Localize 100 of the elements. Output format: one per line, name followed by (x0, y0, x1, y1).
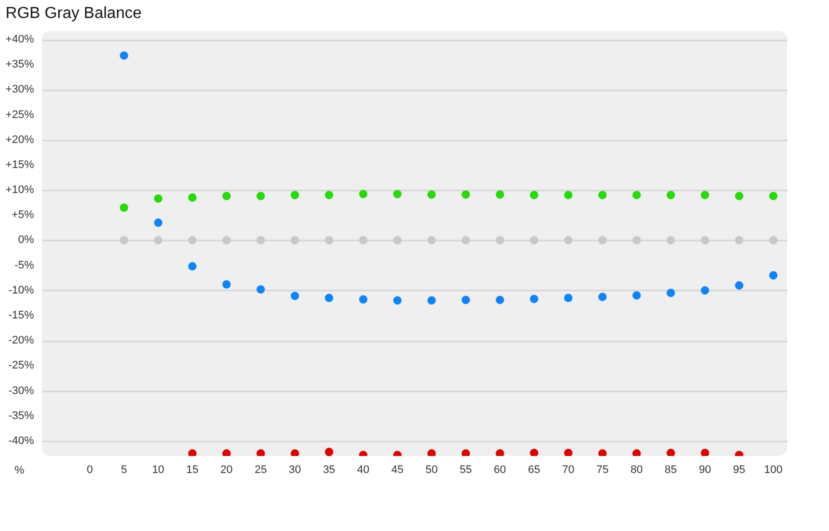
point (734, 281, 744, 290)
x-tick-label: 80 (630, 464, 643, 476)
x-tick-label: 35 (322, 464, 336, 476)
point (427, 190, 436, 199)
point (462, 236, 470, 244)
y-tick-label: -5% (14, 259, 34, 272)
x-tick-label: 90 (698, 464, 712, 476)
y-tick-label: -10% (8, 284, 34, 296)
point (427, 449, 436, 456)
point (564, 448, 572, 456)
x-tick-label: 70 (562, 464, 574, 476)
y-tick-label: +20% (6, 134, 34, 146)
point (564, 190, 572, 200)
x-tick-label: 85 (664, 464, 677, 476)
y-tick-label: +15% (6, 158, 34, 171)
point (530, 448, 538, 456)
x-tick-label: 50 (425, 464, 438, 476)
point (222, 280, 231, 289)
point (734, 192, 744, 200)
point (393, 190, 402, 198)
point (120, 203, 128, 212)
point (120, 236, 128, 244)
point (324, 236, 334, 244)
x-tick-label: 45 (391, 464, 404, 476)
point (324, 190, 334, 200)
point (290, 236, 300, 244)
point (427, 236, 436, 244)
point (256, 449, 265, 456)
x-tick-label: 75 (596, 464, 609, 476)
x-tick-label: 25 (254, 464, 267, 476)
x-axis-title: % (14, 464, 24, 476)
point (598, 292, 607, 302)
point (188, 262, 197, 271)
x-tick-label: 55 (460, 464, 472, 476)
point (632, 291, 641, 300)
y-tick-label: +40% (6, 34, 34, 46)
y-tick-label: -40% (8, 434, 34, 447)
point (154, 218, 162, 227)
x-tick-label: 20 (220, 464, 233, 476)
point (496, 449, 504, 456)
point (496, 296, 504, 304)
point (564, 236, 572, 244)
point (462, 296, 470, 304)
y-tick-label: -20% (8, 334, 34, 347)
y-tick-label: -30% (8, 384, 34, 397)
point (290, 190, 300, 200)
point (359, 295, 368, 304)
point (120, 51, 128, 60)
point (632, 236, 641, 244)
point (222, 192, 231, 200)
point (222, 236, 231, 244)
y-tick-label: +35% (6, 58, 34, 71)
point (666, 288, 675, 298)
point (359, 190, 368, 198)
point (496, 190, 504, 199)
point (256, 285, 265, 294)
y-tick-label: -35% (8, 410, 34, 422)
x-tick-label: 10 (152, 464, 164, 476)
point (598, 449, 607, 456)
point (359, 236, 368, 244)
point (154, 194, 162, 203)
chart-title: RGB Gray Balance (6, 5, 142, 22)
x-tick-label: 5 (120, 464, 128, 476)
y-tick-label: +30% (6, 84, 34, 96)
point (188, 193, 197, 202)
point (462, 190, 470, 199)
point (666, 448, 675, 456)
point (324, 448, 334, 456)
point (700, 236, 710, 244)
x-tick-label: 100 (764, 464, 783, 476)
y-tick-label: +25% (6, 108, 34, 121)
x-tick-label: 0 (86, 464, 93, 476)
point (427, 296, 436, 305)
point (256, 192, 265, 200)
point (632, 190, 641, 200)
point (393, 236, 402, 244)
point (632, 449, 641, 456)
point (290, 292, 300, 300)
point (324, 294, 334, 302)
x-tick-label: 65 (528, 464, 540, 476)
point (769, 236, 778, 244)
point (530, 190, 538, 200)
y-tick-label: +10% (6, 184, 34, 196)
point (666, 236, 675, 244)
point (154, 236, 162, 244)
point (222, 449, 231, 456)
point (564, 294, 572, 302)
x-tick-label: 15 (186, 464, 198, 476)
point (256, 236, 265, 244)
y-tick-label: +5% (12, 209, 34, 222)
x-tick-label: 60 (494, 464, 506, 476)
x-tick-label: 40 (357, 464, 370, 476)
point (462, 449, 470, 456)
point (598, 190, 607, 200)
point (188, 236, 197, 244)
x-tick-label: 95 (733, 464, 746, 476)
point (530, 294, 538, 304)
x-tick-label: 30 (288, 464, 302, 476)
point (290, 449, 300, 456)
point (769, 271, 778, 280)
